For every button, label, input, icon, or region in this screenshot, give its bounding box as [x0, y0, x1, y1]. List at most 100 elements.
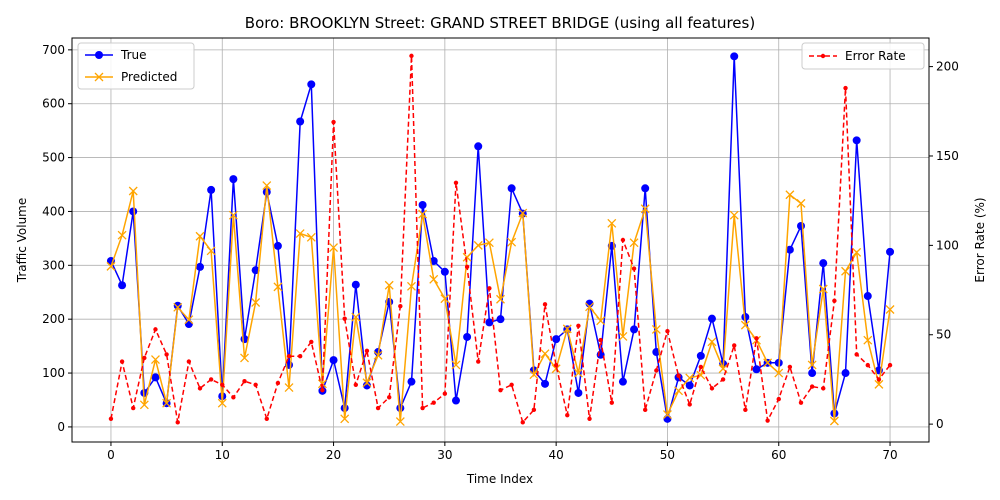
- error-rate-point: [631, 266, 637, 271]
- error-rate-point: [264, 416, 269, 421]
- error-rate-point: [565, 412, 570, 418]
- error-rate-point: [409, 53, 414, 59]
- true-point: [229, 175, 238, 184]
- predicted-point: [852, 247, 862, 257]
- error-rate-point: [687, 402, 692, 407]
- axes: 0 10 20 30 40 50 60 700100200300400500600700050…: [42, 43, 959, 462]
- true-point: [808, 369, 817, 378]
- predicted-point: [841, 266, 850, 276]
- error-rate-point: [142, 355, 147, 361]
- predicted-point: [340, 414, 350, 424]
- predicted-point: [473, 240, 483, 250]
- true-point: [552, 335, 561, 344]
- y-tick-label: 600: [42, 97, 65, 111]
- error-rate-point: [364, 348, 370, 354]
- predicted-point: [295, 229, 305, 238]
- true-point: [351, 280, 360, 289]
- error-rate-point: [709, 386, 715, 391]
- error-rate-point: [153, 327, 158, 332]
- y-tick-label: 700: [42, 43, 65, 57]
- true-point: [752, 365, 761, 374]
- y-tick-label: 500: [42, 151, 65, 165]
- true-point: [173, 301, 182, 310]
- predicted-point: [863, 335, 873, 345]
- true-point: [541, 379, 550, 388]
- legend-predicted-marker: [94, 72, 104, 82]
- true-point: [730, 52, 739, 61]
- error-rate-point: [164, 352, 169, 357]
- predicted-point: [807, 360, 817, 370]
- error-rate-point: [175, 420, 180, 425]
- predicted-point: [562, 324, 572, 334]
- predicted-point: [384, 280, 394, 290]
- error-rate-point: [442, 391, 448, 396]
- predicted-point: [596, 316, 606, 326]
- error-rate-point: [854, 352, 859, 357]
- x-tick-label: 70: [882, 448, 897, 462]
- error-rate-point: [320, 387, 325, 393]
- x-tick-label: 60: [771, 448, 786, 462]
- true-point: [184, 320, 193, 329]
- predicted-point: [740, 320, 750, 330]
- true-point: [496, 315, 505, 324]
- error-rate-point: [398, 303, 403, 309]
- predicted-point: [228, 210, 238, 220]
- error-rate-point: [531, 407, 537, 413]
- predicted-point: [117, 230, 127, 240]
- error-rate-point: [331, 119, 336, 125]
- predicted-point: [496, 294, 505, 304]
- error-rate-point: [698, 364, 704, 370]
- true-point: [886, 247, 895, 256]
- predicted-point: [796, 198, 806, 208]
- predicted-point: [306, 232, 316, 242]
- error-rate-point: [776, 396, 781, 402]
- legend-true-marker: [95, 51, 103, 59]
- predicted-point: [685, 373, 695, 383]
- predicted-point: [351, 312, 361, 322]
- true-point: [362, 381, 371, 390]
- x-tick-label: 30: [437, 448, 452, 462]
- error-rate-point: [108, 416, 114, 421]
- y-tick-label: 400: [42, 204, 65, 218]
- legend-true-label: True: [120, 48, 147, 62]
- true-point: [707, 314, 716, 323]
- true-point: [741, 313, 750, 322]
- predicted-point: [518, 208, 528, 218]
- predicted-point: [217, 398, 227, 408]
- predicted-point: [139, 400, 149, 410]
- predicted-point: [440, 294, 450, 304]
- predicted-point: [184, 315, 194, 325]
- true-point: [863, 292, 872, 301]
- x-tick-label: 20: [326, 448, 341, 462]
- error-rate-point: [720, 377, 726, 382]
- error-rate-point: [275, 380, 281, 386]
- error-rate-point: [487, 286, 492, 291]
- error-rate-point: [576, 323, 581, 329]
- predicted-point: [662, 410, 672, 419]
- error-rate-point: [754, 336, 759, 341]
- error-rate-point: [220, 382, 225, 387]
- error-rate-point: [553, 362, 559, 368]
- y-tick-label: 0: [57, 420, 65, 434]
- error-rate-point: [809, 384, 815, 389]
- predicted-point: [640, 204, 650, 214]
- legend-error-rate-marker: [820, 53, 826, 59]
- series-layer: [106, 52, 895, 426]
- error-rate-point: [387, 395, 392, 400]
- true-point: [407, 377, 416, 386]
- error-rate-point: [253, 382, 258, 387]
- x-axis-label: Time Index: [466, 472, 533, 486]
- predicted-point: [818, 284, 828, 294]
- y-tick-label: 100: [42, 366, 65, 380]
- predicted-point: [128, 186, 138, 196]
- true-point: [819, 259, 828, 268]
- predicted-point: [674, 386, 684, 396]
- predicted-point: [373, 350, 383, 360]
- x-tick-label: 10: [215, 448, 230, 462]
- true-point: [329, 356, 338, 365]
- true-point: [418, 200, 427, 209]
- true-point: [852, 136, 861, 145]
- true-point: [618, 377, 627, 386]
- true-point: [307, 80, 316, 89]
- legend-error-rate-label: Error Rate: [845, 49, 906, 63]
